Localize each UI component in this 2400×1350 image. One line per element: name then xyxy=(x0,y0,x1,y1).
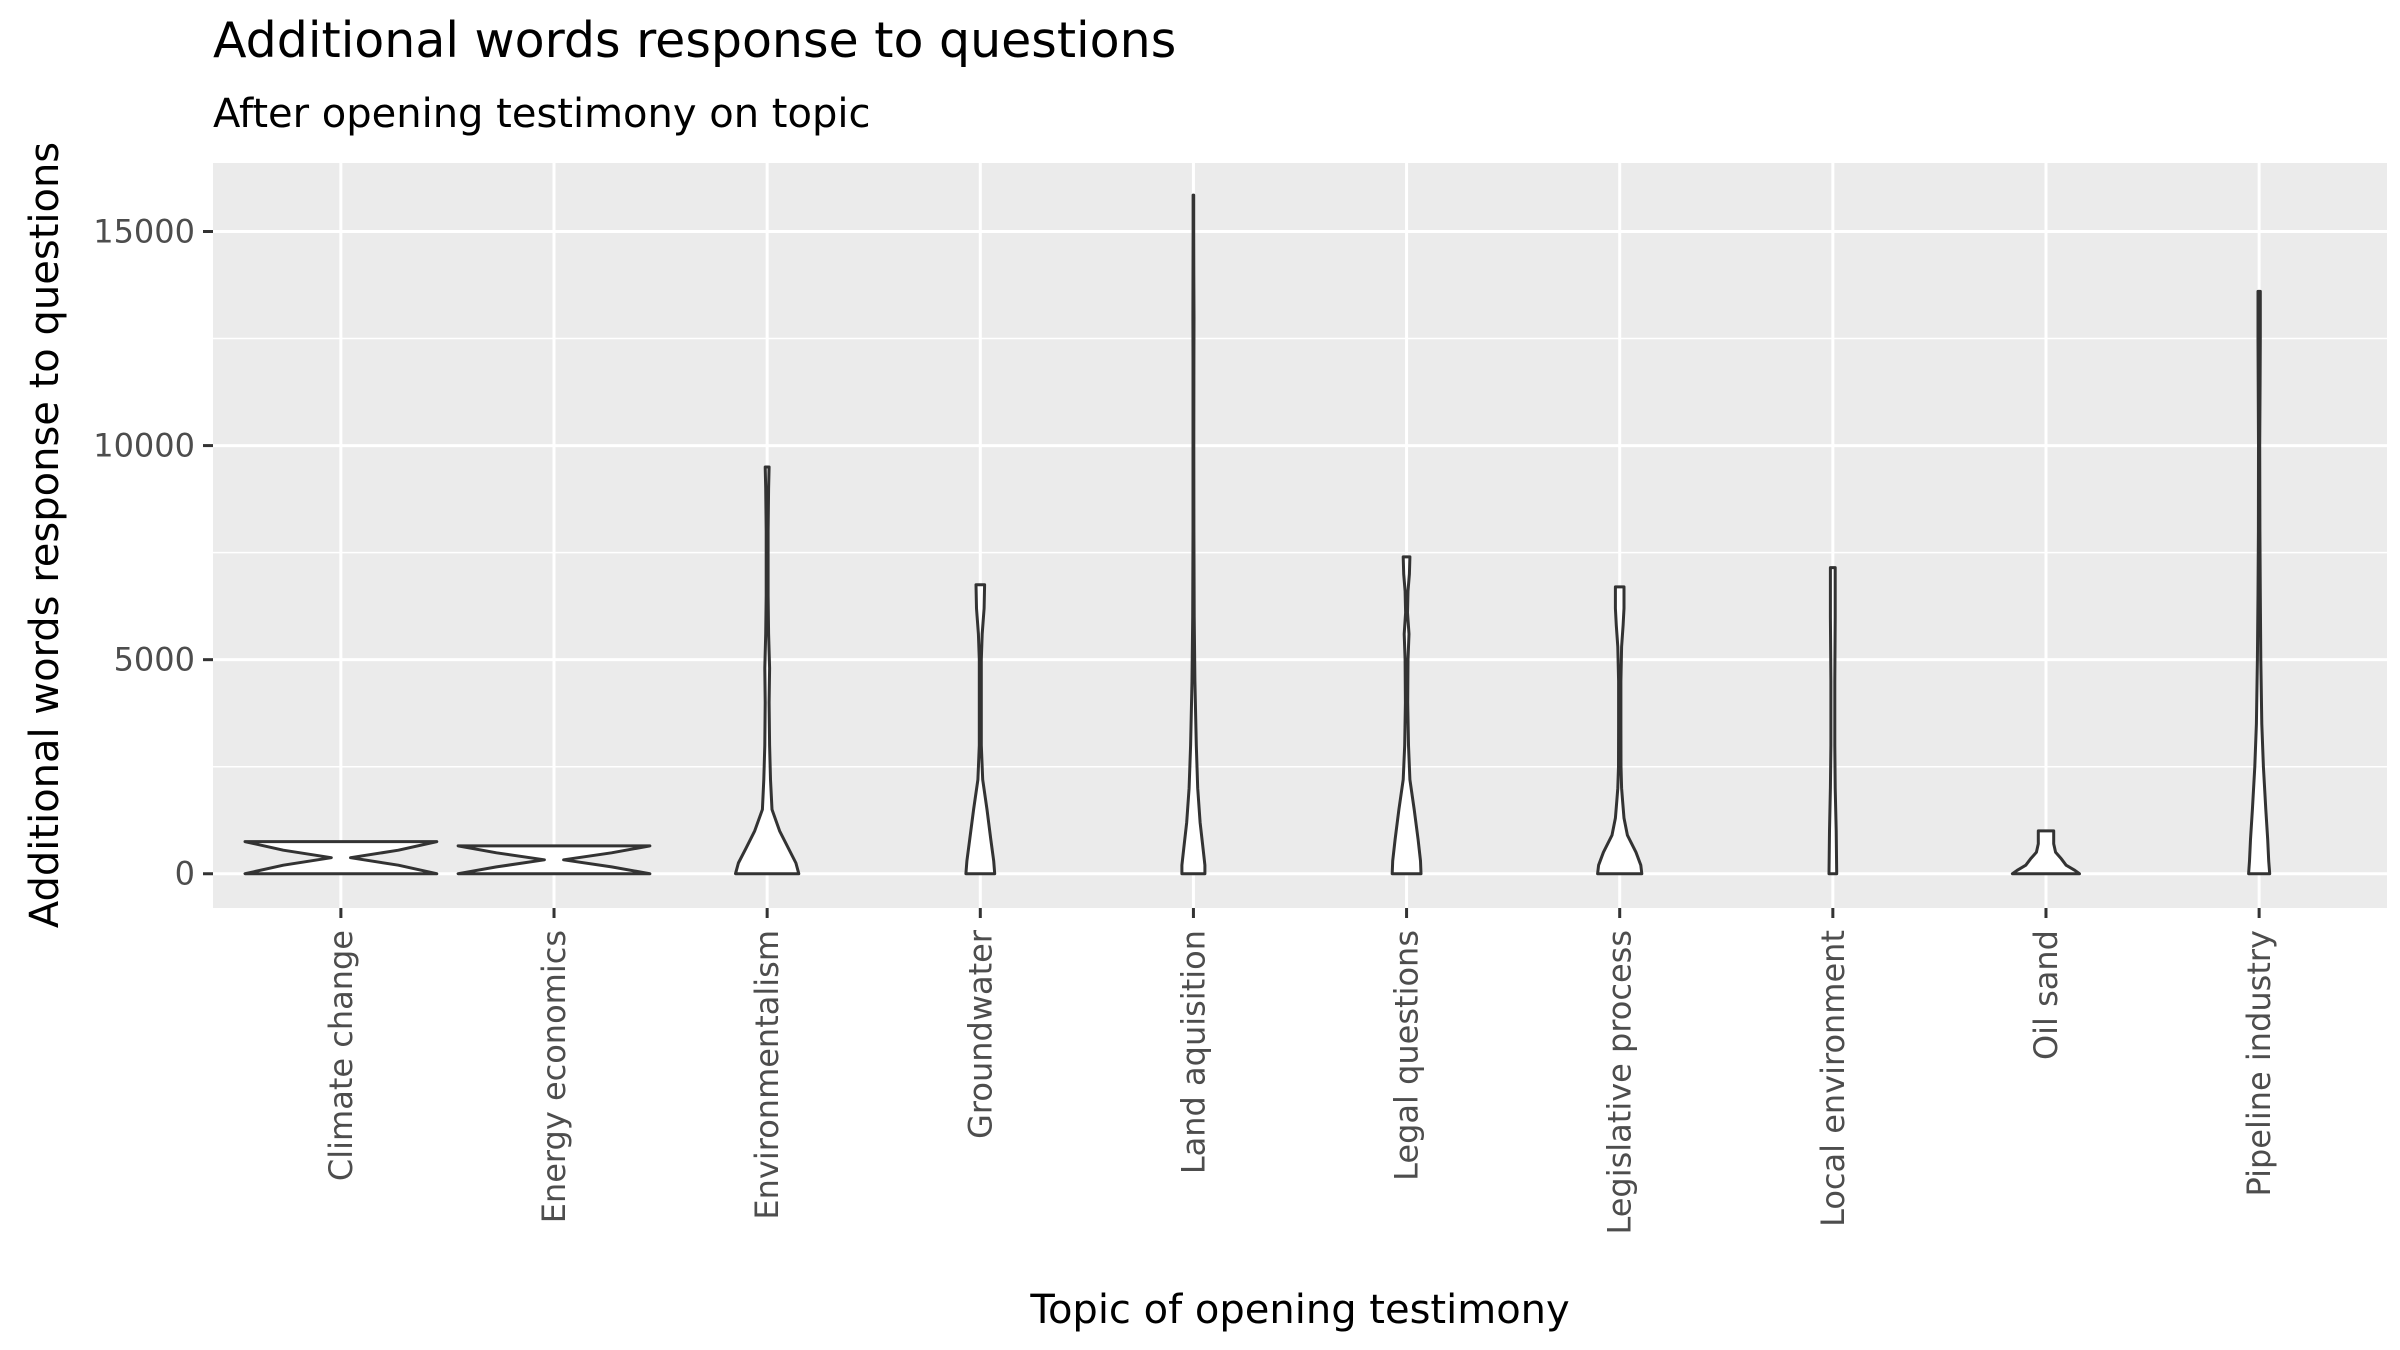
plot-panel xyxy=(213,163,2387,908)
x-tick-label: Local environment xyxy=(1814,930,1852,1227)
x-tick-label: Legislative process xyxy=(1601,930,1639,1235)
chart-subtitle: After opening testimony on topic xyxy=(213,91,870,137)
x-tick-label: Legal questions xyxy=(1388,930,1426,1181)
grid-minor xyxy=(213,337,2387,768)
violin-land-aquisition xyxy=(1180,193,1207,876)
y-tick-label: 0 xyxy=(175,855,195,893)
x-tick-label: Climate change xyxy=(322,930,360,1181)
x-tick-label: Environmentalism xyxy=(748,930,786,1220)
x-tick-label: Groundwater xyxy=(961,929,999,1139)
chart-title: Additional words response to questions xyxy=(213,12,1176,69)
x-tick-label: Land aquisition xyxy=(1174,930,1212,1174)
y-axis: 0 5000 10000 15000 xyxy=(93,213,213,893)
violin-legislative-process xyxy=(1596,585,1644,876)
violin-climate-change xyxy=(243,840,439,876)
x-tick-label: Pipeline industry xyxy=(2240,930,2278,1196)
x-axis: Climate change Energy economics Environmen… xyxy=(322,908,2278,1235)
violin-local-environment xyxy=(1827,566,1839,876)
violin-pipeline-industry xyxy=(2247,289,2272,876)
y-tick-label: 10000 xyxy=(93,427,195,465)
x-tick-label: Oil sand xyxy=(2027,930,2065,1060)
violin-oil-sand xyxy=(2010,829,2081,876)
y-tick-label: 15000 xyxy=(93,213,195,251)
violin-environmentalism xyxy=(734,465,801,876)
y-axis-title: Additional words response to questions xyxy=(22,142,68,928)
violin-legal-questions xyxy=(1390,555,1423,876)
violin-groundwater xyxy=(964,583,997,876)
violin-energy-economics xyxy=(456,844,652,876)
violins xyxy=(243,193,2272,876)
y-tick-label: 5000 xyxy=(114,641,195,679)
x-axis-title: Topic of opening testimony xyxy=(1029,1287,1569,1333)
x-tick-label: Energy economics xyxy=(535,930,573,1223)
